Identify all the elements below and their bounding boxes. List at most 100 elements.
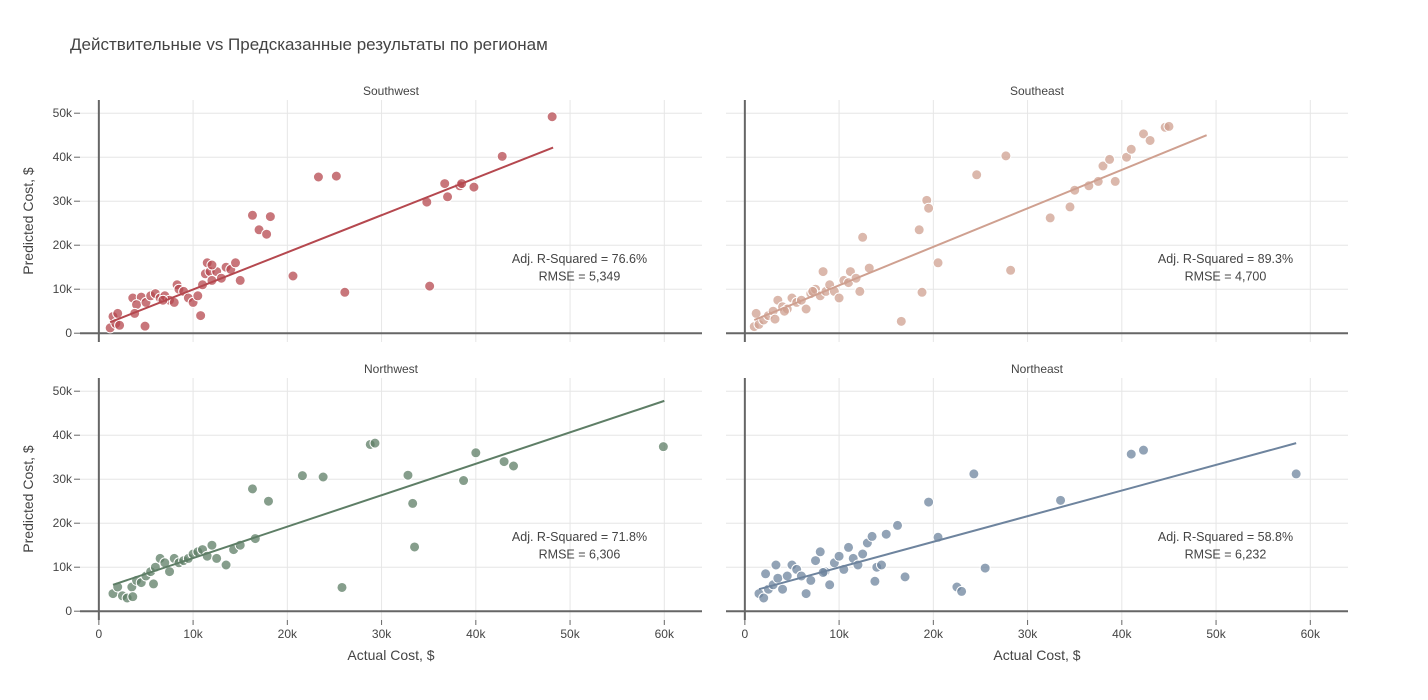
data-point	[496, 150, 508, 162]
x-tick-label: 60k	[1301, 627, 1321, 641]
panel-northeast: 0 10k 20k 30k 40k 50k 60k Northeast Adj. R-Squar…	[726, 362, 1348, 641]
panel-title-northwest: Northwest	[364, 362, 419, 376]
data-point	[800, 588, 812, 600]
y-tick-label: 40k	[53, 150, 73, 164]
data-point	[192, 290, 204, 302]
x-tick-label: 50k	[1206, 627, 1226, 641]
data-point	[760, 568, 772, 580]
y-axis-title: Predicted Cost, $	[20, 167, 36, 275]
data-point	[781, 570, 793, 582]
data-point	[817, 266, 829, 278]
data-point	[772, 572, 784, 584]
data-point	[369, 437, 381, 449]
data-point	[220, 559, 232, 571]
annotation-r-squared: Adj. R-Squared = 76.6%	[512, 252, 647, 266]
x-tick-label: 20k	[924, 627, 944, 641]
y-tick-label: 30k	[53, 472, 73, 486]
data-point	[206, 539, 218, 551]
data-point	[971, 169, 983, 181]
data-point	[498, 456, 510, 468]
data-point	[895, 315, 907, 327]
data-point	[857, 231, 869, 243]
x-tick-label: 30k	[1018, 627, 1038, 641]
data-point	[1144, 134, 1156, 146]
data-point	[148, 578, 160, 590]
y-tick-label: 10k	[53, 560, 73, 574]
data-point	[770, 559, 782, 571]
data-point	[458, 475, 470, 487]
data-point	[899, 571, 911, 583]
y-tick-label: 40k	[53, 428, 73, 442]
y-tick-label: 30k	[53, 194, 73, 208]
data-point	[1137, 444, 1149, 456]
data-point	[777, 583, 789, 595]
annotation-rmse: RMSE = 4,700	[1185, 269, 1267, 283]
data-point	[876, 559, 887, 571]
data-point	[866, 530, 878, 542]
data-point	[1163, 120, 1175, 132]
data-point	[261, 228, 273, 240]
data-point	[1044, 212, 1056, 224]
data-point	[287, 270, 299, 282]
data-point	[916, 286, 928, 298]
data-point	[402, 469, 414, 481]
annotation-r-squared: Adj. R-Squared = 89.3%	[1158, 252, 1293, 266]
data-point	[1137, 128, 1149, 140]
fit-line	[109, 146, 554, 324]
data-point	[407, 497, 419, 509]
panels-group: 0 10k 20k 30k 40k 50k Southwest Adj. R-Squared …	[20, 84, 1348, 663]
data-point	[956, 585, 968, 597]
fit-line	[758, 442, 1297, 591]
panel-title-northeast: Northeast	[1011, 362, 1064, 376]
data-point	[262, 495, 274, 507]
data-point	[923, 496, 935, 508]
x-tick-label: 10k	[829, 627, 849, 641]
x-tick-label: 0	[742, 627, 749, 641]
data-point	[1005, 264, 1017, 276]
chart-title: Действительные vs Предсказанные результа…	[70, 35, 548, 54]
data-point	[833, 550, 845, 562]
x-axis-title: Actual Cost, $	[993, 647, 1080, 663]
data-point	[1125, 143, 1137, 155]
y-tick-label: 0	[65, 326, 72, 340]
data-point	[657, 441, 669, 453]
data-point	[869, 575, 881, 587]
data-point	[854, 285, 866, 297]
data-point	[234, 274, 246, 286]
data-point	[339, 286, 351, 298]
data-point	[508, 460, 520, 472]
data-point	[1290, 468, 1302, 480]
data-point	[336, 581, 348, 593]
data-point	[442, 191, 454, 203]
data-point	[246, 483, 258, 495]
data-point	[1097, 160, 1109, 172]
data-point	[139, 320, 151, 332]
y-tick-label: 50k	[53, 384, 73, 398]
x-tick-label: 20k	[278, 627, 298, 641]
y-tick-label: 10k	[53, 282, 73, 296]
data-point	[843, 541, 855, 553]
data-point	[131, 299, 143, 311]
data-point	[769, 313, 781, 325]
x-tick-label: 10k	[183, 627, 203, 641]
data-point	[800, 303, 812, 315]
data-point	[230, 257, 241, 269]
data-point	[1055, 494, 1067, 506]
data-point	[127, 591, 139, 603]
data-point	[1109, 175, 1121, 187]
data-point	[317, 471, 329, 483]
y-tick-label: 20k	[53, 516, 73, 530]
annotation-r-squared: Adj. R-Squared = 71.8%	[512, 530, 647, 544]
data-point	[833, 292, 845, 304]
x-tick-label: 40k	[466, 627, 486, 641]
panel-title-southwest: Southwest	[363, 84, 420, 98]
data-point	[1121, 151, 1133, 163]
annotation-rmse: RMSE = 6,306	[539, 547, 621, 561]
data-point	[468, 181, 480, 193]
data-point	[1125, 448, 1137, 460]
data-point	[195, 310, 207, 322]
panel-northwest: 0 10k 20k 30k 40k 50k 0 10k 20k 30k 40k 50k 60k North…	[53, 362, 702, 641]
x-tick-label: 40k	[1112, 627, 1132, 641]
data-point	[932, 257, 944, 269]
